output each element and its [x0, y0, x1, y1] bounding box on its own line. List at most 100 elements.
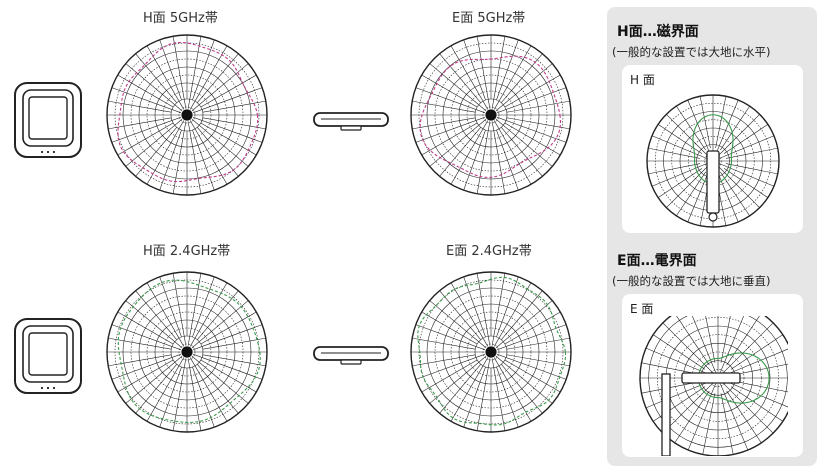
- e-plane-note: (一般的な設置では大地に垂直): [612, 274, 771, 288]
- grid-spoke: [463, 366, 486, 428]
- grid-spoke: [723, 380, 788, 408]
- device-front-view: [14, 318, 82, 394]
- grid-spoke: [108, 337, 172, 350]
- grid-spoke: [493, 45, 532, 110]
- grid-spoke: [720, 393, 734, 455]
- grid-spoke: [450, 45, 489, 110]
- grid-spoke: [429, 355, 487, 404]
- polar-grid: [410, 271, 572, 433]
- grid-spoke: [495, 118, 553, 167]
- grid-spoke: [496, 116, 567, 143]
- antenna-base: [708, 212, 718, 222]
- grid-spoke: [501, 290, 543, 340]
- grid-spoke: [725, 147, 778, 159]
- grid-spoke: [197, 127, 239, 177]
- grid-spoke: [705, 316, 716, 363]
- grid-spoke: [730, 386, 784, 422]
- grid-spoke: [200, 122, 257, 156]
- grid-spoke: [726, 390, 762, 444]
- grid-spoke: [111, 353, 182, 380]
- grid-spoke: [723, 348, 788, 376]
- grid-spoke: [676, 171, 706, 217]
- grid-spoke: [720, 105, 750, 151]
- grid-spoke: [725, 163, 778, 175]
- grid-spoke: [501, 127, 543, 177]
- grid-spoke: [720, 316, 731, 363]
- grid-spoke: [493, 357, 532, 422]
- grid-spoke: [501, 364, 543, 414]
- grid-spoke: [674, 390, 710, 444]
- grid-spoke: [666, 164, 710, 208]
- grid-spoke: [491, 358, 506, 431]
- device-front-view: [14, 82, 82, 158]
- grid-spoke: [439, 290, 481, 340]
- grid-spoke: [415, 353, 486, 380]
- grid-spoke: [187, 121, 202, 194]
- radiation-pattern: [117, 279, 261, 423]
- grid-spoke: [476, 358, 491, 431]
- plot-center: [181, 346, 193, 358]
- grid-spoke: [146, 282, 185, 347]
- grid-spoke: [476, 273, 491, 346]
- grid-spoke: [108, 100, 172, 113]
- grid-spoke: [421, 122, 478, 156]
- grid-spoke: [666, 114, 710, 158]
- grid-spoke: [496, 276, 519, 338]
- grid-spoke: [691, 316, 716, 373]
- grid-spoke: [496, 129, 519, 191]
- grid-spoke: [657, 124, 703, 154]
- grid-spoke: [439, 364, 481, 414]
- grid-spoke: [476, 121, 491, 194]
- grid-spoke: [192, 39, 215, 101]
- grid-spoke: [506, 354, 570, 367]
- grid-spoke: [648, 147, 701, 159]
- grid-spoke: [506, 100, 570, 113]
- grid-spoke: [111, 87, 182, 114]
- device-side-view: [313, 112, 389, 131]
- label-e-5ghz: E面 5GHz帯: [452, 11, 526, 26]
- plot-center: [485, 109, 497, 121]
- grid-spoke: [662, 322, 714, 374]
- grid-spoke: [491, 121, 506, 194]
- grid-spoke: [202, 354, 266, 367]
- polar-plot-e-5ghz: [410, 34, 572, 196]
- grid-spoke: [476, 36, 491, 109]
- grid-spoke: [200, 74, 257, 108]
- grid-spoke: [159, 129, 182, 191]
- plot-center: [181, 109, 193, 121]
- radiation-pattern: [692, 114, 734, 185]
- polar-grid: [646, 94, 780, 228]
- grid-spoke: [439, 53, 481, 103]
- label-h-5ghz: H面 5GHz帯: [143, 11, 218, 26]
- grid-spoke: [415, 87, 486, 114]
- grid-spoke: [197, 290, 239, 340]
- grid-spoke: [187, 358, 202, 431]
- grid-spoke: [197, 364, 239, 414]
- polar-grid: [106, 271, 268, 433]
- radiation-pattern: [419, 55, 562, 178]
- grid-spoke: [493, 120, 532, 185]
- grid-spoke: [496, 324, 567, 351]
- grid-spoke: [146, 357, 185, 422]
- grid-spoke: [720, 316, 745, 373]
- grid-spoke: [421, 74, 478, 108]
- grid-spoke: [651, 135, 709, 160]
- e-plane-diagram: [639, 316, 788, 456]
- radiation-pattern: [417, 276, 567, 426]
- grid-spoke: [187, 36, 202, 109]
- polar-plot-h-5ghz: [106, 34, 268, 196]
- grid-spoke: [699, 96, 711, 149]
- grid-spoke: [495, 300, 553, 349]
- grid-spoke: [648, 163, 701, 175]
- grid-spoke: [676, 105, 706, 151]
- h-plane-diagram: [646, 94, 780, 228]
- grid-spoke: [496, 87, 567, 114]
- grid-spoke: [202, 100, 266, 113]
- grid-spoke: [421, 311, 478, 345]
- grid-spoke: [192, 324, 263, 351]
- grid-spoke: [463, 39, 486, 101]
- grid-spoke: [726, 316, 760, 366]
- grid-spoke: [463, 276, 486, 338]
- e-plane-title: E面…電界面: [617, 253, 697, 269]
- grid-spoke: [117, 359, 174, 393]
